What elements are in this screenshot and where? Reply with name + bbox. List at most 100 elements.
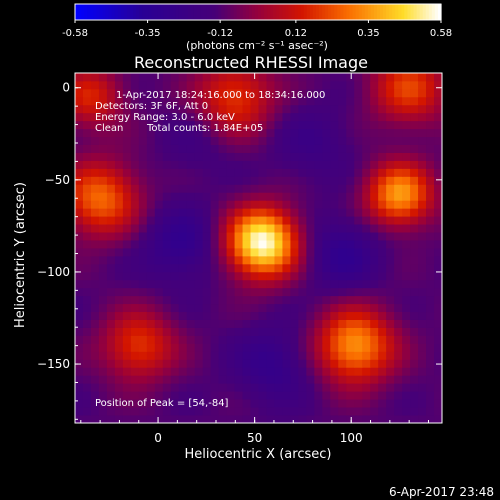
heatmap-cell xyxy=(314,335,323,344)
colorbar-cell xyxy=(282,4,287,20)
colorbar-cell xyxy=(343,4,348,20)
heatmap-cell xyxy=(370,407,379,416)
heatmap-cell xyxy=(218,96,227,106)
heatmap-cell xyxy=(202,255,212,265)
colorbar-cell xyxy=(425,4,430,20)
heatmap-cell xyxy=(338,359,347,368)
heatmap-cell xyxy=(98,136,108,145)
heatmap-cell xyxy=(290,343,299,352)
heatmap-cell xyxy=(82,359,92,368)
heatmap-cell xyxy=(130,303,140,313)
heatmap-cell xyxy=(282,144,291,153)
heatmap-cell xyxy=(330,224,339,233)
heatmap-cell xyxy=(178,383,188,392)
heatmap-cell xyxy=(210,73,220,82)
heatmap-cell xyxy=(75,271,84,281)
heatmap-cell xyxy=(202,144,212,153)
heatmap-cell xyxy=(75,255,84,265)
heatmap-cell xyxy=(370,224,379,233)
heatmap-cell xyxy=(282,311,291,320)
heatmap-cell xyxy=(210,176,220,185)
heatmap-cell xyxy=(242,208,251,217)
colorbar-cell xyxy=(90,4,94,20)
heatmap-cell xyxy=(194,168,204,177)
heatmap-cell xyxy=(250,168,259,177)
heatmap-cell xyxy=(338,415,347,424)
heatmap-cell xyxy=(338,73,347,82)
heatmap-cell xyxy=(418,271,427,281)
heatmap-cell xyxy=(394,391,403,400)
heatmap-cell xyxy=(146,367,156,376)
heatmap-cell xyxy=(386,136,395,145)
heatmap-cell xyxy=(394,104,403,114)
heatmap-cell xyxy=(362,415,371,424)
heatmap-cell xyxy=(322,367,331,376)
heatmap-cell xyxy=(98,399,108,408)
colorbar-tick-label: 0.35 xyxy=(357,28,379,39)
heatmap-cell xyxy=(330,168,339,177)
heatmap-cell xyxy=(194,311,204,320)
heatmap-cell xyxy=(266,240,275,249)
heatmap-cell xyxy=(258,295,267,305)
heatmap-cell xyxy=(314,184,323,193)
heatmap-cell xyxy=(114,271,124,281)
colorbar-cell xyxy=(361,4,366,20)
heatmap-cell xyxy=(434,351,443,360)
heatmap-cell xyxy=(354,335,363,344)
colorbar-cell xyxy=(224,4,229,20)
heatmap-cell xyxy=(218,359,227,368)
heatmap-cell xyxy=(162,343,172,352)
heatmap-cell xyxy=(186,152,196,161)
heatmap-cell xyxy=(146,224,156,233)
heatmap-cell xyxy=(378,152,387,161)
heatmap-cell xyxy=(186,128,196,138)
heatmap-cell xyxy=(162,335,172,344)
heatmap-cell xyxy=(298,407,307,416)
y-tick-label: −100 xyxy=(37,265,70,279)
heatmap-cell xyxy=(178,96,188,106)
heatmap-cell xyxy=(218,120,227,130)
heatmap-cell xyxy=(194,335,204,344)
heatmap-cell xyxy=(306,303,315,313)
heatmap-cell xyxy=(242,359,251,368)
heatmap-cell xyxy=(314,168,323,177)
heatmap-cell xyxy=(258,128,267,138)
heatmap-cell xyxy=(90,303,100,313)
heatmap-cell xyxy=(402,120,411,130)
heatmap-cell xyxy=(186,80,196,90)
heatmap-cell xyxy=(394,112,403,122)
heatmap-cell xyxy=(426,287,435,297)
heatmap-cell xyxy=(314,80,323,90)
heatmap-cell xyxy=(178,263,188,273)
heatmap-cell xyxy=(306,208,315,217)
heatmap-cell xyxy=(354,152,363,161)
heatmap-cell xyxy=(114,184,124,193)
heatmap-cell xyxy=(282,303,291,313)
heatmap-cell xyxy=(346,160,355,169)
heatmap-cell xyxy=(402,232,411,241)
heatmap-cell xyxy=(338,216,347,225)
heatmap-cell xyxy=(410,120,419,130)
heatmap-cell xyxy=(202,208,212,217)
heatmap-cell xyxy=(170,391,180,400)
heatmap-cell xyxy=(106,343,116,352)
heatmap-cell xyxy=(250,232,259,241)
heatmap-cell xyxy=(226,271,235,281)
heatmap-cell xyxy=(274,152,283,161)
heatmap-cell xyxy=(410,88,419,98)
heatmap-cell xyxy=(114,351,124,360)
heatmap-cell xyxy=(146,240,156,249)
heatmap-cell xyxy=(354,303,363,313)
heatmap-cell xyxy=(426,375,435,384)
heatmap-cell xyxy=(282,232,291,241)
heatmap-cell xyxy=(194,192,204,201)
heatmap-cell xyxy=(266,248,275,257)
heatmap-cell xyxy=(226,287,235,297)
total-counts-label: Total counts: 1.84E+05 xyxy=(147,123,264,134)
heatmap-cell xyxy=(82,303,92,313)
heatmap-cell xyxy=(234,343,243,352)
heatmap-cell xyxy=(426,184,435,193)
heatmap-cell xyxy=(218,248,227,257)
heatmap-cell xyxy=(354,120,363,130)
heatmap-cell xyxy=(274,136,283,145)
